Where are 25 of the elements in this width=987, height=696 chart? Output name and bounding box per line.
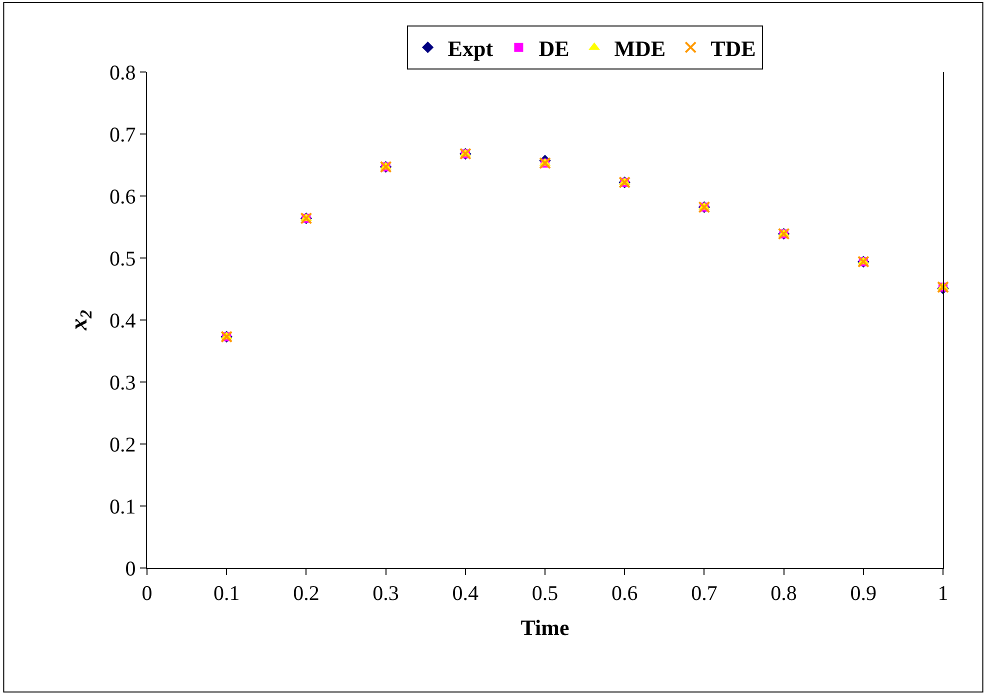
x-tick-label: 1: [938, 581, 948, 606]
x-axis-title: Time: [520, 615, 570, 640]
y-tick-label: 0.4: [110, 308, 136, 332]
legend-label: TDE: [710, 36, 756, 61]
y-tick-label: 0: [125, 556, 136, 580]
x-tick-label: 0: [142, 581, 152, 606]
y-tick-label: 0.3: [110, 370, 136, 394]
y-tick-label: 0.8: [110, 60, 136, 84]
y-tick-label: 0.7: [110, 122, 136, 146]
legend-label: Expt: [448, 36, 494, 61]
x-tick-label: 0.5: [532, 581, 558, 606]
x-tick-label: 0.7: [691, 581, 718, 606]
x-tick-label: 0.2: [293, 581, 320, 606]
x-tick-label: 0.4: [452, 581, 480, 606]
y-tick-label: 0.1: [110, 494, 136, 518]
x-tick-label: 0.3: [372, 581, 399, 606]
legend-label: MDE: [614, 36, 666, 61]
x-tick-label: 0.1: [213, 581, 240, 606]
legend-label: DE: [538, 36, 570, 61]
y-tick-label: 0.6: [110, 184, 136, 208]
y-tick-label: 0.2: [110, 432, 136, 456]
x-tick-label: 0.8: [770, 581, 797, 606]
y-tick-label: 0.5: [110, 246, 136, 270]
x-tick-label: 0.6: [611, 581, 638, 606]
x-tick-label: 0.9: [850, 581, 877, 606]
